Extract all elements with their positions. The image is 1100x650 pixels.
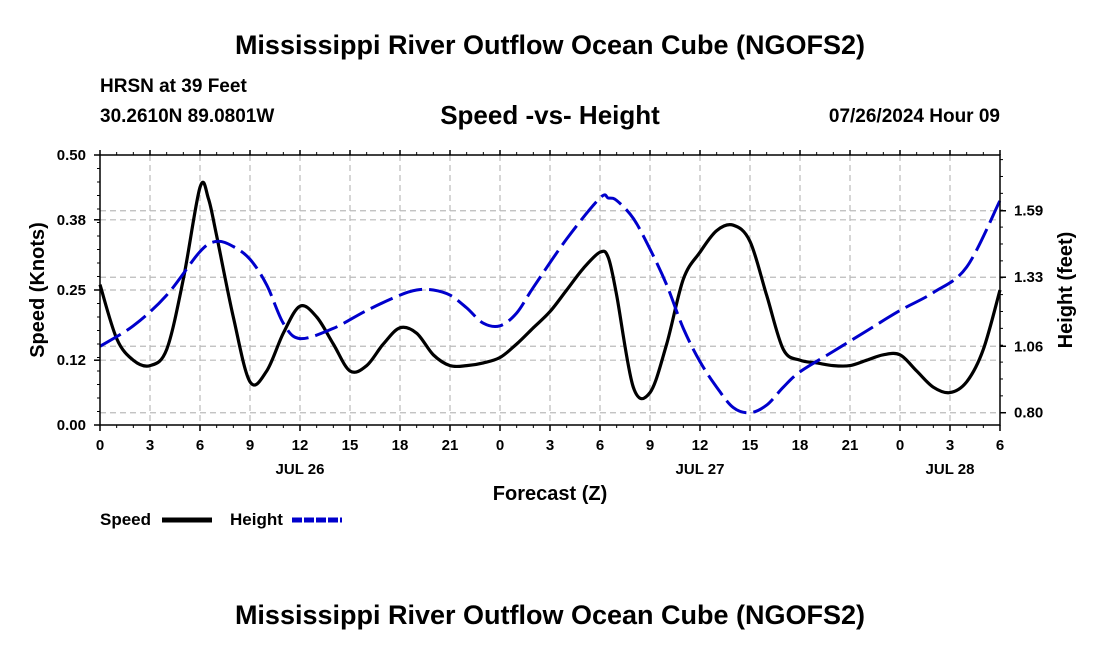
x-tick-label: 0 <box>896 437 904 454</box>
x-tick-label: 15 <box>742 437 759 454</box>
chart-subtitle: Speed -vs- Height <box>440 100 660 130</box>
datetime-label: 07/26/2024 Hour 09 <box>828 106 1000 127</box>
location-label: 30.2610N 89.0801W <box>100 106 275 127</box>
x-tick-label: 12 <box>292 437 309 454</box>
y-tick-label: 0.00 <box>57 417 86 434</box>
series-layer <box>98 180 1002 415</box>
labels: 0 3 6 9 12 15 18 21 0 3 6 9 12 15 18 21 0 3 6 JUL 26 JUL 27 J… <box>27 147 1077 505</box>
x-tick-label: 21 <box>442 437 459 454</box>
x-tick-label: 3 <box>146 437 154 454</box>
y2-tick-label: 1.59 <box>1014 203 1043 220</box>
x-tick-label: 6 <box>596 437 604 454</box>
legend-height-label: Height <box>230 510 283 529</box>
x-tick-label: 12 <box>692 437 709 454</box>
y-tick-label: 0.25 <box>57 282 86 299</box>
y2-tick-label: 0.80 <box>1014 405 1043 422</box>
station-label: HRSN at 39 Feet <box>100 76 247 97</box>
date-label: JUL 26 <box>276 461 325 478</box>
date-label: JUL 27 <box>676 461 725 478</box>
x-tick-label: 3 <box>946 437 954 454</box>
y-axis-title: Speed (Knots) <box>27 222 49 358</box>
x-tick-label: 18 <box>792 437 809 454</box>
footer-title: Mississippi River Outflow Ocean Cube (NG… <box>234 600 866 630</box>
height-line <box>99 193 1002 415</box>
y2-tick-label: 1.33 <box>1014 269 1043 286</box>
x-tick-label: 9 <box>646 437 654 454</box>
chart-title: Mississippi River Outflow Ocean Cube (NG… <box>234 30 866 60</box>
x-tick-label: 0 <box>496 437 504 454</box>
y-tick-label: 0.50 <box>57 147 86 164</box>
x-tick-label: 6 <box>996 437 1004 454</box>
x-tick-label: 0 <box>96 437 104 454</box>
y2-axis-title: Height (feet) <box>1055 232 1077 349</box>
x-axis-title: Forecast (Z) <box>493 483 607 505</box>
legend-speed-label: Speed <box>100 510 151 529</box>
speed-line <box>98 180 1002 401</box>
legend: Speed Height <box>100 510 342 529</box>
grid <box>100 155 1000 425</box>
x-tick-label: 9 <box>246 437 254 454</box>
axes <box>94 150 1006 431</box>
x-tick-label: 21 <box>842 437 859 454</box>
x-tick-label: 15 <box>342 437 359 454</box>
x-tick-label: 18 <box>392 437 409 454</box>
x-tick-label: 6 <box>196 437 204 454</box>
x-tick-label: 3 <box>546 437 554 454</box>
date-label: JUL 28 <box>926 461 975 478</box>
y2-tick-label: 1.06 <box>1014 338 1043 355</box>
y-tick-label: 0.12 <box>57 352 86 369</box>
y-tick-label: 0.38 <box>57 212 86 229</box>
